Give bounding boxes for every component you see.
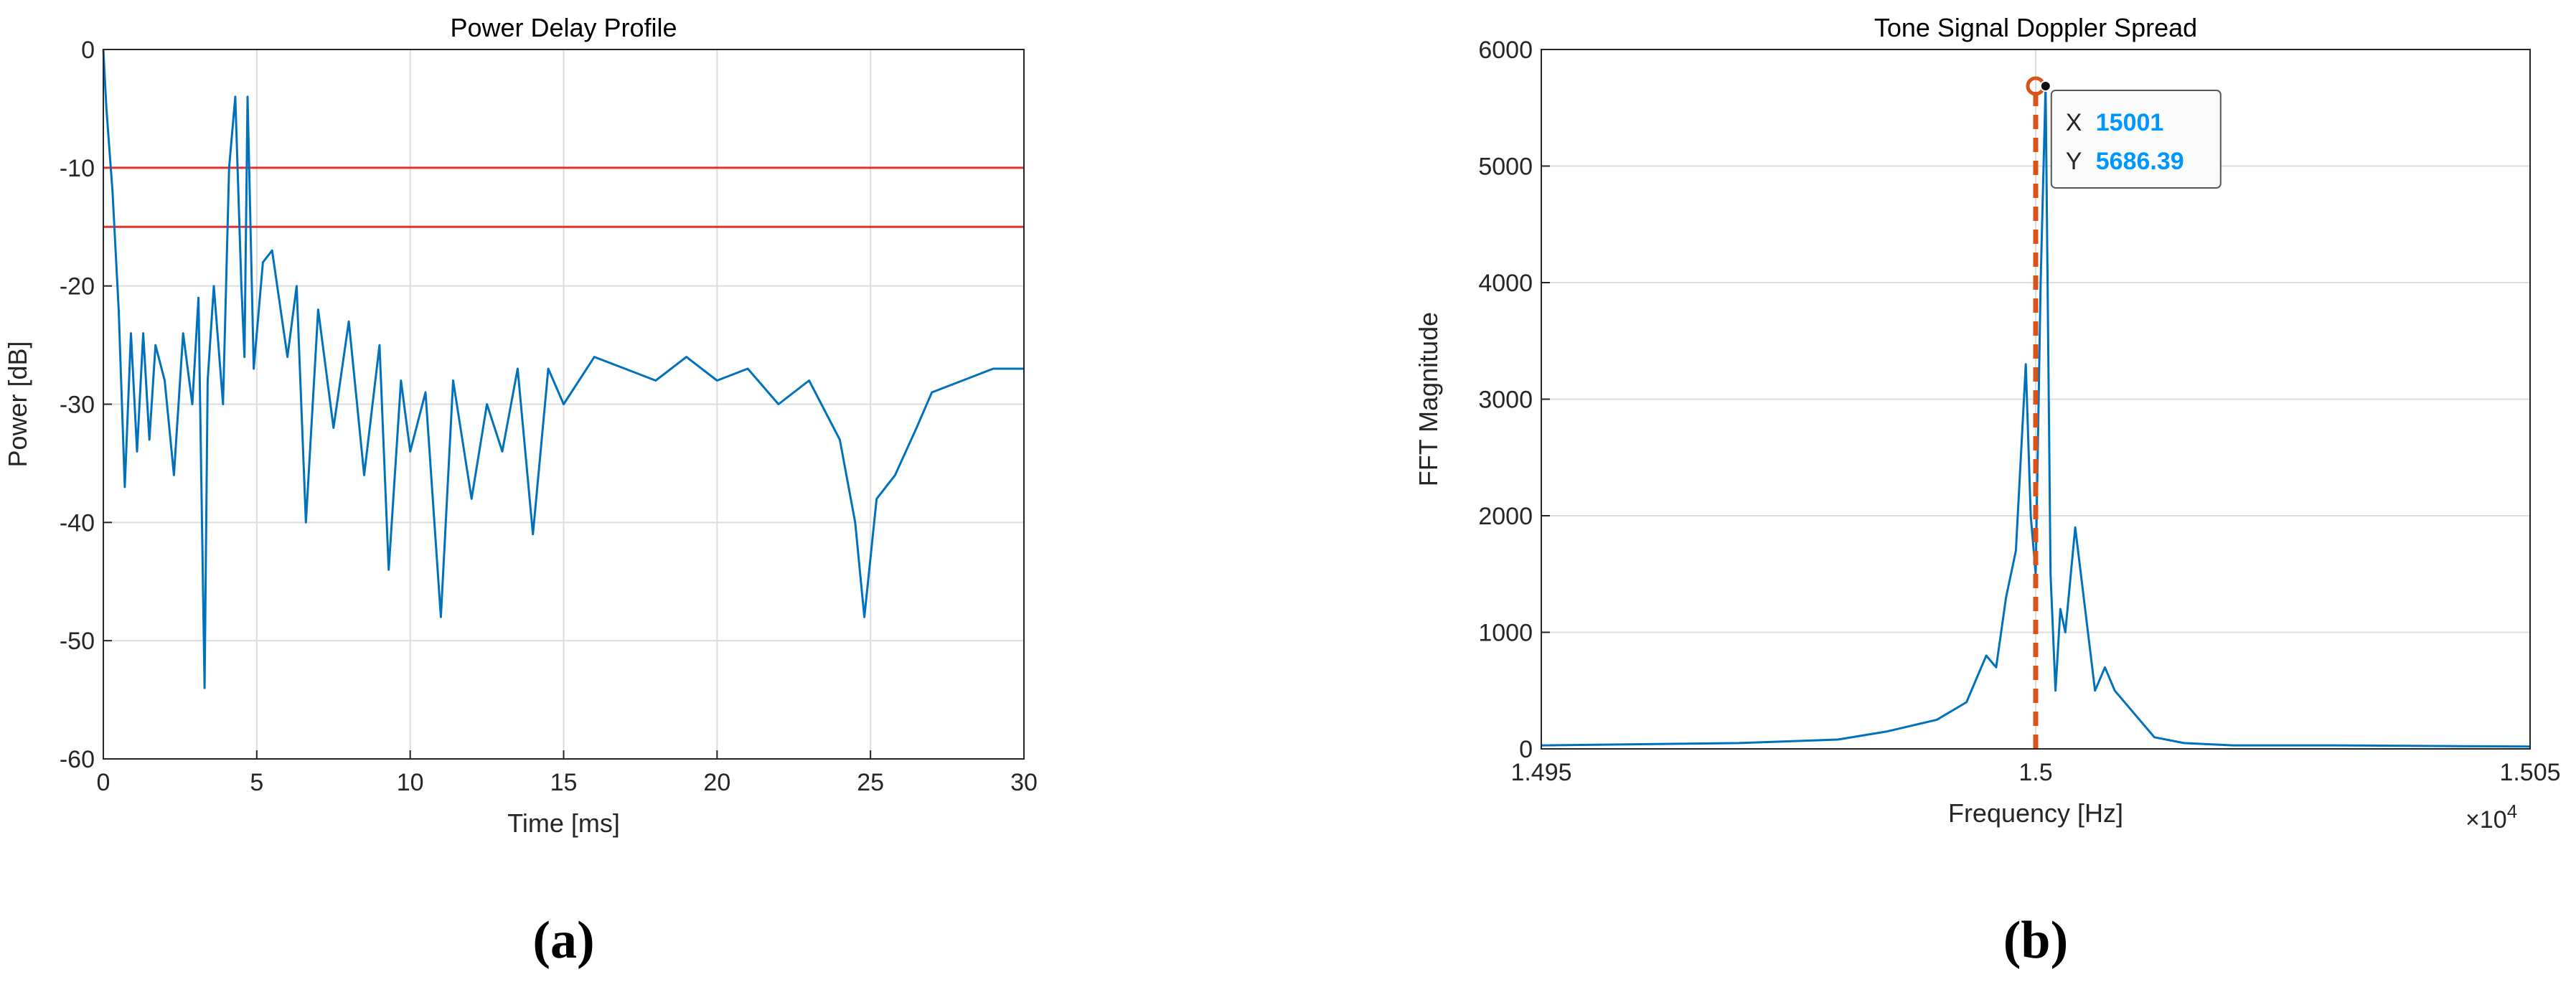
axes-box [1541, 49, 2531, 750]
axes-box [103, 49, 1025, 760]
y-tick-label: 0 [1519, 736, 1533, 763]
x-exponent-base: ×10 [2465, 806, 2507, 834]
x-tick-label: 10 [397, 769, 424, 796]
datatip-y-value: 5686.39 [2096, 148, 2184, 175]
x-tick-label: 25 [857, 769, 884, 796]
x-tick-label: 20 [703, 769, 730, 796]
y-tick-label: 1000 [1478, 620, 1533, 647]
y-tick-label: 5000 [1478, 154, 1533, 181]
x-tick-label: 1.495 [1510, 759, 1571, 786]
y-tick-label: -60 [60, 746, 95, 773]
data-line [1541, 85, 2531, 748]
x-exponent-power: 4 [2507, 801, 2517, 822]
y-tick-label: 6000 [1478, 37, 1533, 64]
y-axis-label: Power [dB] [3, 341, 32, 467]
datatip-y-label: Y [2066, 148, 2082, 175]
datatip-x-label: X [2066, 109, 2082, 136]
y-tick-label: -50 [60, 628, 95, 655]
chart-title: Power Delay Profile [450, 13, 677, 42]
x-tick-label: 1.5 [2018, 759, 2052, 786]
x-tick-label: 5 [250, 769, 263, 796]
x-tick-label: 1.505 [2499, 759, 2560, 786]
y-tick-label: 3000 [1478, 387, 1533, 414]
datatip-x-value: 15001 [2096, 109, 2164, 136]
x-tick-label: 15 [550, 769, 578, 796]
y-tick-label: -10 [60, 155, 95, 182]
x-tick-label: 30 [1010, 769, 1038, 796]
data-line [102, 49, 1024, 689]
y-tick-label: 2000 [1478, 503, 1533, 530]
x-axis-label: Frequency [Hz] [1948, 798, 2123, 828]
datatip-box [2050, 89, 2222, 189]
datatip-point [2039, 80, 2051, 92]
y-tick-label: -30 [60, 392, 95, 419]
y-tick-label: 0 [81, 37, 95, 64]
subfigure-caption: (a) [532, 911, 594, 970]
y-axis-label: FFT Magnitude [1414, 312, 1443, 486]
y-tick-label: -40 [60, 509, 95, 537]
y-tick-label: -20 [60, 273, 95, 301]
x-axis-label: Time [ms] [507, 808, 620, 838]
chart-title: Tone Signal Doppler Spread [1874, 13, 2197, 42]
x-tick-label: 0 [97, 769, 111, 796]
subfigure-caption: (b) [2003, 911, 2068, 970]
x-exponent: ×104 [2465, 801, 2517, 834]
y-tick-label: 4000 [1478, 270, 1533, 297]
